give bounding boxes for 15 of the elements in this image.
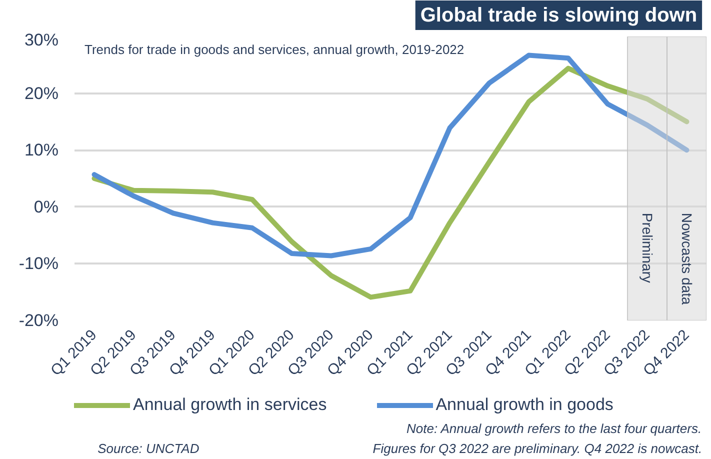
band-label: Nowcasts data: [678, 212, 695, 305]
y-tick-label: 30%: [24, 30, 59, 50]
chart-title: Global trade is slowing down: [420, 4, 698, 26]
source-note: Source: UNCTAD: [98, 441, 200, 456]
y-tick-label: -20%: [18, 311, 58, 330]
legend-label: Annual growth in services: [133, 395, 327, 415]
y-tick-label: 10%: [24, 140, 59, 160]
text: Note: Annual growth refers to the last four quarters.: [406, 421, 702, 436]
text: Figures for Q3 2022 are preliminary. Q4 2022 is nowcast.: [372, 441, 702, 456]
chart-subtitle: Trends for trade in goods and services, annual growth, 2019-2022: [84, 42, 464, 57]
y-tick-label: -10%: [18, 254, 58, 274]
band-label: Preliminary: [639, 212, 656, 283]
legend-label: Annual growth in goods: [436, 395, 614, 415]
y-tick-label: 20%: [24, 84, 59, 103]
y-tick-label: 0%: [34, 197, 59, 216]
